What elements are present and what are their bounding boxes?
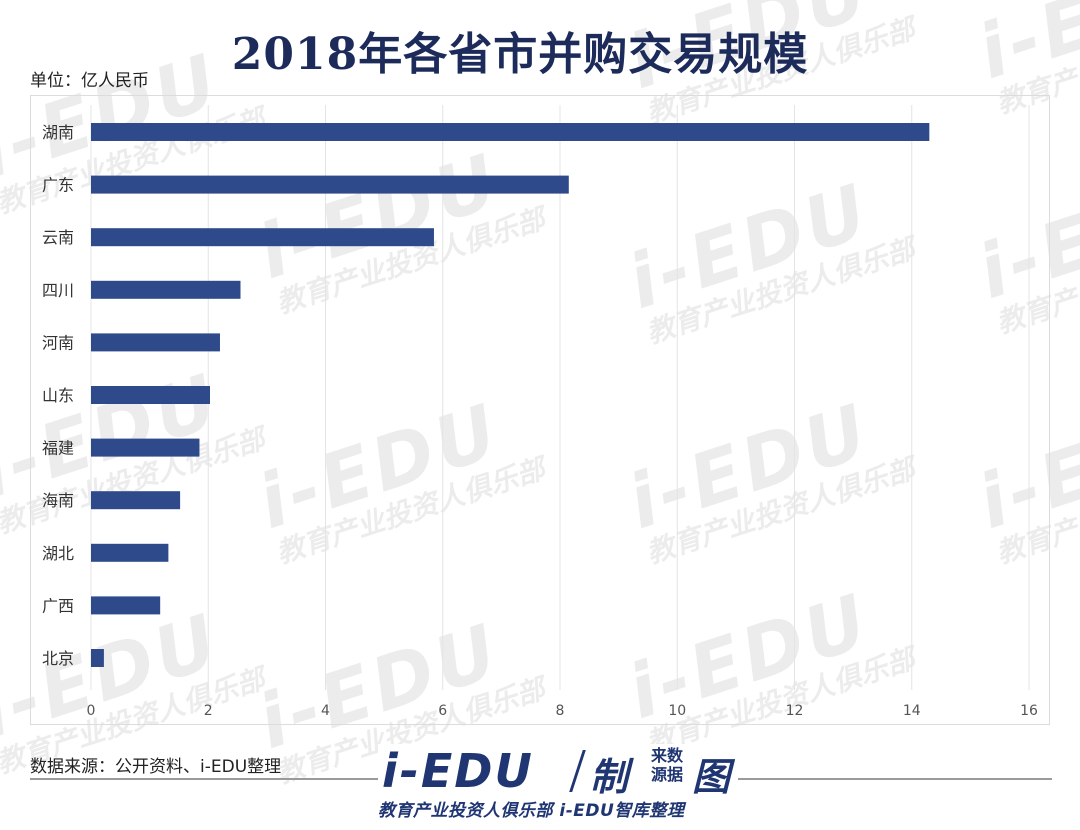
bar — [91, 123, 930, 141]
y-category-label: 广西 — [42, 596, 74, 615]
logo-subtitle: 教育产业投资人俱乐部 i-EDU智库整理 — [378, 801, 685, 821]
brand-logo: i-EDU 制 来数 源据 图 教育产业投资人俱乐部 i-EDU智库整理 — [378, 744, 738, 824]
bar — [91, 649, 104, 667]
y-category-label: 云南 — [42, 228, 74, 247]
y-category-label: 海南 — [42, 491, 74, 510]
x-tick-label: 0 — [87, 703, 96, 719]
logo-tu: 图 — [692, 755, 731, 799]
x-tick-label: 2 — [204, 703, 213, 719]
x-tick-label: 6 — [438, 703, 447, 719]
x-tick-label: 12 — [786, 703, 804, 719]
logo-main-text: i-EDU — [382, 744, 534, 798]
bar — [91, 333, 220, 352]
x-tick-label: 16 — [1020, 703, 1038, 719]
bar — [91, 280, 241, 299]
y-category-label: 湖北 — [42, 544, 74, 563]
y-category-label: 福建 — [42, 439, 74, 458]
y-category-label: 北京 — [42, 649, 74, 668]
source-note: 数据来源：公开资料、i-EDU整理 — [30, 757, 282, 777]
bar — [91, 175, 569, 194]
y-category-label: 广东 — [42, 176, 74, 195]
logo-source-stamp: 来数 源据 — [642, 746, 692, 784]
bar — [91, 438, 200, 457]
logo-zhi: 制 — [590, 755, 629, 799]
logo-separator — [569, 750, 586, 792]
bar — [91, 543, 169, 562]
x-tick-label: 4 — [321, 703, 330, 719]
y-category-label: 湖南 — [42, 123, 74, 142]
logo-small-bottom: 源据 — [650, 765, 683, 784]
bar — [91, 386, 211, 404]
bar — [91, 228, 434, 247]
bar — [91, 596, 161, 615]
x-tick-label: 8 — [556, 703, 565, 719]
bar — [91, 491, 181, 510]
x-tick-label: 14 — [903, 703, 921, 719]
logo-small-top: 来数 — [650, 746, 683, 765]
y-category-label: 河南 — [42, 333, 74, 352]
y-category-label: 山东 — [42, 386, 74, 405]
x-tick-label: 10 — [668, 703, 686, 719]
y-category-label: 四川 — [42, 281, 74, 300]
chart-title: 2018年各省市并购交易规模 — [231, 29, 809, 80]
unit-label: 单位：亿人民币 — [30, 71, 149, 91]
plot-frame — [30, 95, 1050, 725]
